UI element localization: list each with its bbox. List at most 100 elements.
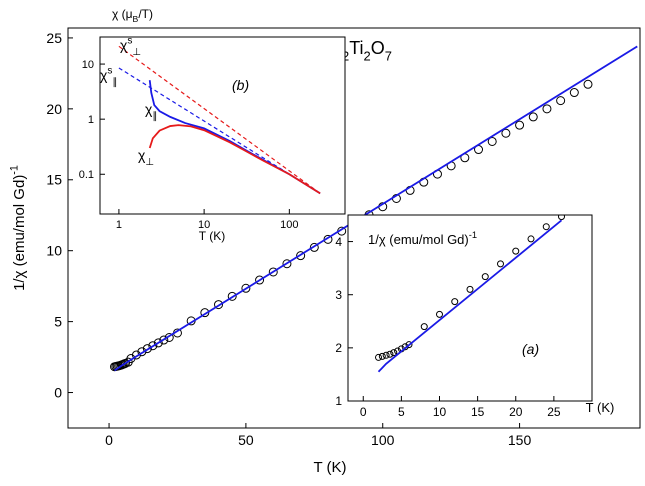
y-tick-label: 4 [335, 235, 342, 249]
data-point [142, 344, 152, 354]
chart-title-part: O [371, 38, 385, 58]
data-point [542, 104, 552, 114]
data-point [375, 353, 382, 361]
data-line [377, 219, 563, 373]
data-point [556, 96, 566, 106]
x-axis-label-part: T (K) [199, 229, 225, 243]
x-tick-label: 15 [471, 405, 485, 419]
y-tick-label: 2 [335, 341, 342, 355]
x-tick-label: 10 [198, 219, 210, 231]
plot-area [118, 45, 321, 195]
data-point [558, 215, 565, 221]
x-axis-label: T (K) [313, 459, 346, 476]
data-point [148, 341, 158, 351]
data-point [378, 352, 386, 360]
y-axis-label-part: -1 [8, 165, 20, 175]
annotation-part: ∥ [112, 77, 117, 88]
data-point [466, 285, 474, 293]
annotation: (a) [522, 341, 539, 357]
plot-area [110, 45, 638, 372]
y-axis-label: χ (μB/T) [112, 7, 153, 24]
chart-title-part: 7 [385, 48, 392, 63]
annotation: χs∥ [100, 66, 117, 88]
data-point [501, 128, 511, 138]
annotation-part: ∥ [152, 111, 157, 122]
data-point [255, 275, 265, 285]
data-point [159, 335, 169, 345]
annotation: χ⊥ [138, 147, 154, 168]
annotation: χ∥ [145, 101, 157, 122]
y-tick-label: 20 [46, 101, 62, 117]
data-point [386, 350, 394, 358]
panel: 0 50 100 150 0 5 10 15 20 25 [46, 27, 641, 448]
y-axis-label-part: B [133, 14, 139, 24]
y-axis-label-part: 1/χ (emu/mol Gd) [11, 175, 28, 291]
data-point [528, 112, 538, 122]
y-tick-label: 10 [46, 243, 62, 259]
data-line [114, 45, 638, 372]
data-point [382, 351, 390, 359]
x-axis-label-part: T (K) [586, 400, 615, 415]
y-axis-label: 1/χ (emu/mol Gd)-1 [8, 165, 28, 291]
data-point [153, 338, 163, 348]
data-point [583, 79, 593, 89]
x-axis-label: T (K) [586, 400, 615, 415]
y-tick-label: 1 [335, 394, 342, 408]
data-point [268, 267, 278, 277]
data-point [390, 349, 398, 357]
x-tick-label: 0 [105, 432, 113, 448]
annotation-part: χ [145, 101, 153, 117]
y-tick-label: 10 [82, 59, 94, 71]
data-point [420, 323, 428, 331]
panel: 1 10 100 0.1 1 10 [79, 36, 346, 231]
data-point [481, 273, 489, 281]
annotation-part: (b) [232, 77, 249, 93]
x-tick-label: 150 [508, 432, 532, 448]
y-axis-label-part: χ (μ [112, 7, 133, 21]
x-tick-label: 5 [398, 405, 405, 419]
y-axis-label: 1/χ (emu/mol Gd)-1 [368, 230, 477, 247]
data-point [542, 223, 550, 231]
y-axis-label-part: /T) [138, 7, 153, 21]
data-point [405, 341, 413, 349]
annotation: χs⊥ [120, 36, 141, 58]
data-point [200, 308, 210, 318]
data-point [569, 88, 579, 98]
plot-area [375, 215, 565, 373]
panel: 0 5 10 15 20 25 1 2 3 4 [335, 214, 593, 419]
data-point [241, 283, 251, 293]
y-tick-label: 15 [46, 172, 62, 188]
data-point [451, 298, 459, 306]
annotation: (b) [232, 77, 249, 93]
y-tick-label: 3 [335, 288, 342, 302]
chart-title-part: Ti [349, 38, 363, 58]
data-point [515, 120, 525, 130]
annotation-part: χ [100, 67, 108, 83]
data-point [214, 300, 224, 310]
y-tick-label: 25 [46, 30, 62, 46]
x-axis-label: T (K) [199, 229, 225, 243]
annotation-part: (a) [522, 341, 539, 357]
data-point [487, 136, 497, 146]
x-tick-label: 25 [547, 405, 561, 419]
data-point [164, 333, 174, 343]
x-tick-label: 1 [116, 219, 122, 231]
annotation-part: ⊥ [145, 157, 154, 168]
x-tick-label: 100 [280, 219, 298, 231]
y-tick-label: 0.1 [79, 169, 94, 181]
y-axis-label-part: -1 [469, 230, 477, 240]
x-axis-label-part: T (K) [313, 459, 346, 476]
annotation-part: χ [120, 37, 128, 53]
annotation-part: ⊥ [132, 47, 141, 58]
plot-frame [67, 27, 641, 429]
plot-frame [347, 214, 593, 402]
data-point [282, 259, 292, 269]
data-point [497, 260, 504, 268]
x-tick-label: 50 [238, 432, 254, 448]
data-point [137, 347, 147, 357]
annotation-part: s [107, 66, 112, 77]
x-tick-label: 0 [360, 405, 367, 419]
x-tick-label: 10 [433, 405, 447, 419]
annotation-part: s [127, 36, 132, 47]
